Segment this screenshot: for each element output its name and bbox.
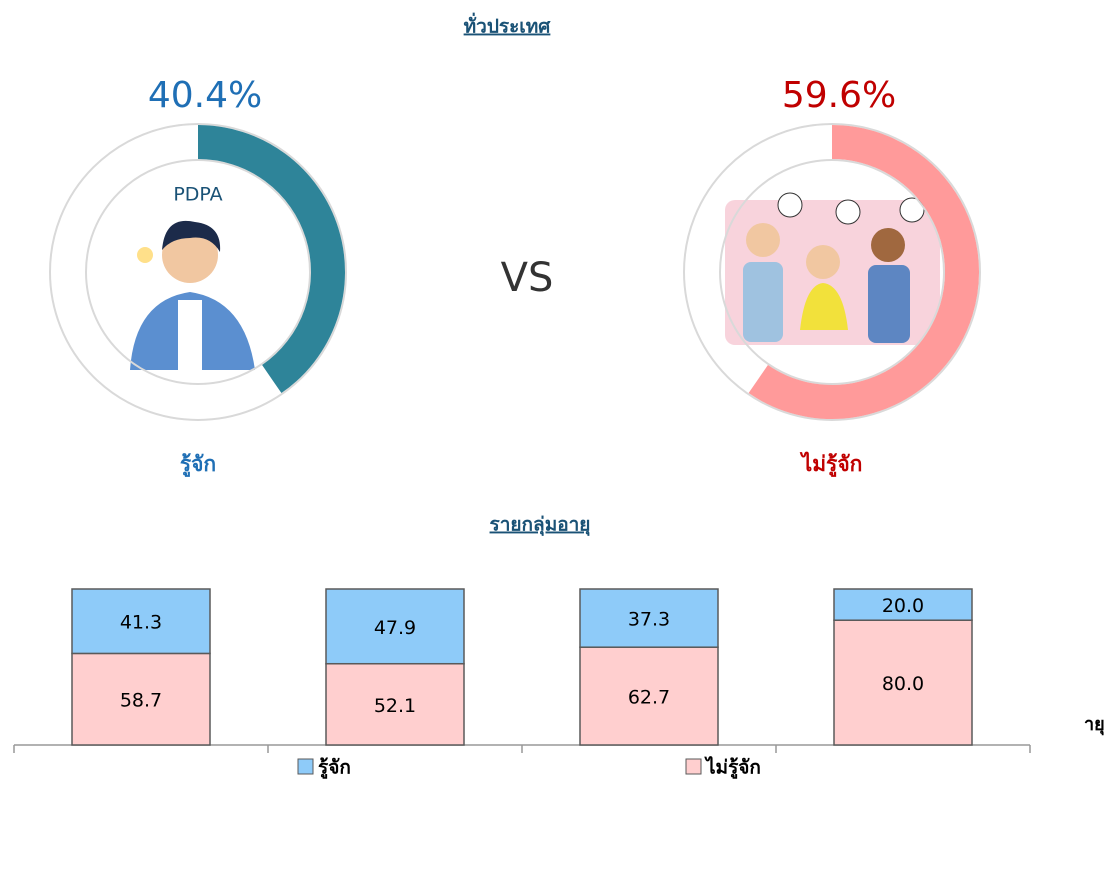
- inner-text: PDPA: [173, 184, 222, 206]
- data-label: 62.7: [628, 687, 670, 709]
- section-title: ทั่วประเทศ: [464, 13, 552, 38]
- data-label: 37.3: [628, 609, 670, 631]
- x-axis-title: ายุ: [1084, 714, 1105, 736]
- infographic: ทั่วประเทศ VS รายกลุ่มอายุ ายุ 40.4% รู้จ…: [0, 0, 1114, 869]
- donut-label: รู้จัก: [180, 452, 216, 478]
- section-title: รายกลุ่มอายุ: [490, 514, 591, 537]
- legend-label: ไม่รู้จัก: [704, 756, 761, 780]
- data-label: 58.7: [120, 690, 162, 712]
- donut-label: ไม่รู้จัก: [800, 451, 863, 478]
- data-label: 52.1: [374, 695, 416, 717]
- vs-text: VS: [501, 255, 554, 301]
- legend-swatch: [298, 759, 313, 774]
- data-label: 41.3: [120, 612, 162, 634]
- legend-swatch: [686, 759, 701, 774]
- data-label: 47.9: [374, 617, 416, 639]
- value-label: 40.4%: [148, 75, 262, 116]
- data-label: 20.0: [882, 595, 924, 617]
- value-label: 59.6%: [782, 75, 896, 116]
- data-label: 80.0: [882, 673, 924, 695]
- legend-label: รู้จัก: [318, 757, 351, 780]
